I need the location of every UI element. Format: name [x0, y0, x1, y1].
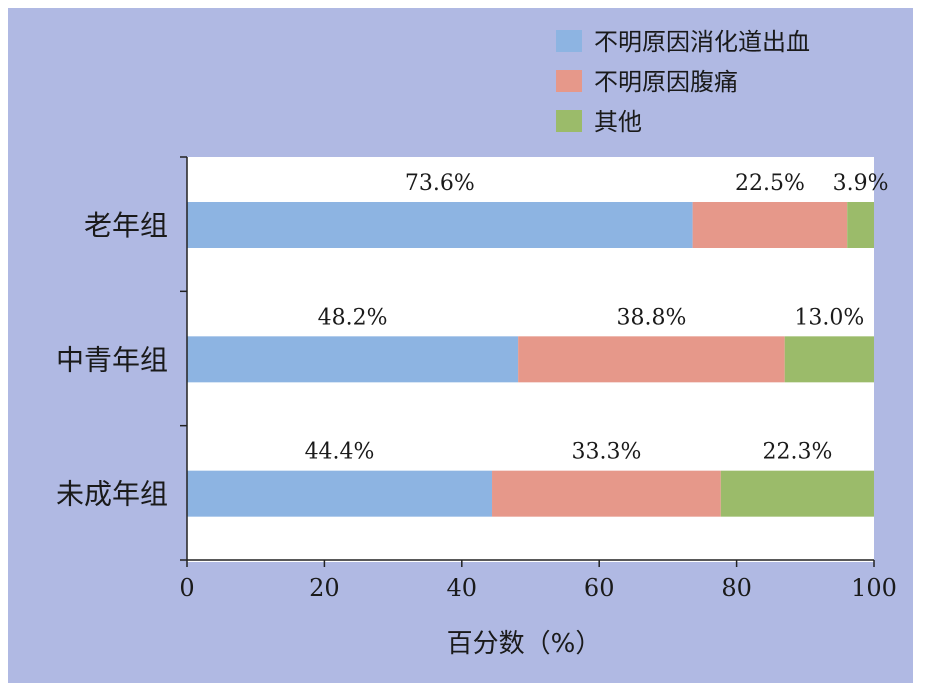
value-label-2-3: 13.0%	[794, 305, 864, 330]
legend-swatch-1	[556, 30, 582, 52]
value-label-3-2: 33.3%	[571, 440, 641, 465]
value-label-2-2: 38.8%	[616, 305, 686, 330]
legend-swatch-2	[556, 70, 582, 92]
category-label-1: 老年组	[84, 209, 168, 242]
bar-segment-1-2	[692, 202, 848, 248]
legend-swatch-3	[556, 110, 582, 132]
category-label-2: 中青年组	[56, 343, 168, 376]
value-label-3-3: 22.3%	[762, 440, 832, 465]
value-labels-group: 73.6% 22.5% 3.9% 48.2% 38.8% 13.0% 44.4% 33.3% 2…	[305, 171, 889, 465]
bar-segment-3-2	[492, 470, 721, 517]
bars-group	[187, 202, 874, 517]
x-tick-label-2: 40	[447, 574, 478, 602]
x-axis-title: 百分数（%）	[447, 629, 602, 659]
value-label-2-1: 48.2%	[318, 305, 388, 330]
x-tick-label-1: 20	[309, 574, 340, 602]
bar-segment-2-2	[518, 336, 785, 383]
x-tick-label-5: 100	[851, 574, 897, 602]
legend-label-2: 不明原因腹痛	[594, 68, 738, 96]
x-tick-label-0: 0	[179, 574, 194, 602]
value-label-3-1: 44.4%	[305, 440, 375, 465]
x-tick-label-3: 60	[584, 574, 615, 602]
bar-segment-2-3	[784, 336, 874, 383]
category-label-3: 未成年组	[56, 478, 168, 511]
x-axis: 0 20 40 60 80 100	[179, 559, 897, 602]
legend-label-1: 不明原因消化道出血	[594, 28, 810, 56]
bar-segment-3-3	[720, 470, 874, 517]
bar-segment-1-1	[187, 202, 693, 248]
value-label-1-1: 73.6%	[405, 171, 475, 196]
bar-segment-2-1	[187, 336, 519, 383]
value-label-1-3: 3.9%	[833, 171, 889, 196]
bar-segment-1-3	[847, 202, 874, 248]
bar-segment-3-1	[187, 470, 493, 517]
x-tick-label-4: 80	[721, 574, 752, 602]
legend-label-3: 其他	[594, 108, 642, 136]
value-label-1-2: 22.5%	[735, 171, 805, 196]
